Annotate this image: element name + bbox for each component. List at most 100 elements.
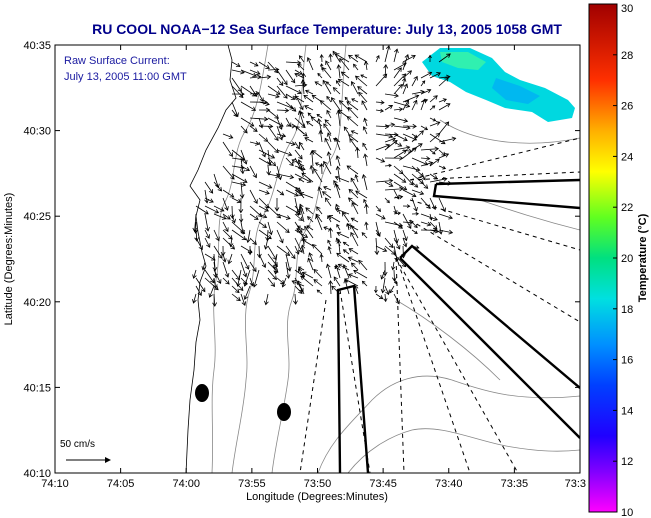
current-vector [411, 229, 418, 234]
current-vector [393, 173, 406, 183]
current-vector-head [255, 91, 261, 96]
current-vector [309, 252, 314, 263]
y-tick-label: 40:30 [23, 126, 51, 138]
current-vector-head [274, 207, 280, 212]
current-vector-head [407, 224, 412, 230]
current-vector [348, 257, 359, 263]
current-vector-head [206, 243, 211, 248]
current-vector-head [298, 70, 303, 75]
current-vector-head [326, 95, 330, 100]
current-vector [411, 245, 419, 249]
current-vector [317, 73, 323, 79]
current-vector [365, 61, 368, 71]
current-vector-head [347, 106, 353, 112]
current-vector [294, 237, 303, 253]
current-vector-head [319, 100, 325, 105]
current-vector-head [448, 214, 453, 220]
current-vector [375, 101, 385, 104]
current-vector-head [240, 91, 245, 97]
current-vector-head [245, 238, 251, 244]
current-vector-head [249, 282, 254, 287]
current-vector-head [238, 208, 244, 214]
current-vector [267, 117, 284, 127]
current-vector [411, 130, 424, 143]
current-vector [429, 72, 441, 79]
current-vector [429, 117, 436, 122]
current-vector-head [291, 141, 296, 146]
current-vector-head [210, 278, 215, 284]
current-vector [276, 69, 288, 85]
current-vector-head [307, 112, 312, 117]
current-vector-head [331, 285, 336, 291]
subtitle-line-2: July 13, 2005 11:00 GMT [64, 71, 187, 83]
current-vector-head [354, 174, 359, 179]
current-vector [364, 118, 368, 127]
current-vector [231, 293, 241, 301]
current-vector-head [315, 214, 320, 220]
current-vector [315, 215, 323, 231]
current-vector-head [337, 263, 343, 268]
current-vector-head [342, 249, 347, 253]
colorbar-tick-label: 10 [621, 507, 633, 518]
current-vector-head [425, 156, 431, 161]
current-vector-head [403, 236, 408, 242]
current-vector [296, 228, 305, 239]
current-vector [240, 277, 248, 285]
current-vector [336, 155, 341, 167]
current-vector [348, 134, 359, 143]
current-vector-head [261, 263, 267, 269]
current-vector [375, 157, 385, 163]
current-vector-head [334, 264, 340, 269]
current-vector-head [277, 175, 283, 181]
current-vector-head [256, 253, 262, 259]
current-vector-head [332, 87, 338, 92]
current-vector [429, 105, 436, 111]
current-vector [384, 105, 393, 111]
current-vector [258, 133, 268, 142]
current-vector-head [364, 203, 369, 209]
current-vector [438, 181, 452, 185]
current-vector-head [382, 247, 388, 252]
current-vector-head [405, 103, 411, 108]
current-vector-head [343, 278, 349, 283]
current-vector-head [390, 122, 396, 128]
current-vector [364, 154, 368, 167]
current-vector-head [350, 224, 355, 230]
current-vector [222, 229, 233, 240]
current-vector-head [376, 232, 381, 237]
current-vector [337, 110, 341, 127]
current-vector [335, 183, 341, 199]
current-vector-head [444, 153, 450, 158]
current-vector [330, 280, 332, 295]
current-vector-head [224, 206, 229, 211]
current-vector-head [328, 280, 333, 285]
x-tick-label: 73:50 [304, 478, 332, 490]
bathymetry-contours [211, 45, 580, 473]
current-vector-head [402, 242, 408, 248]
colorbar-tick-label: 30 [621, 3, 633, 15]
current-vectors [192, 45, 457, 307]
current-vector-head [414, 94, 420, 99]
current-vector [429, 197, 436, 210]
current-vector [420, 125, 428, 130]
current-vector [213, 173, 219, 188]
current-vector [331, 285, 341, 295]
current-vector-head [323, 185, 328, 190]
current-vector [213, 277, 217, 289]
current-vector-head [226, 215, 231, 220]
current-vector-head [350, 231, 355, 237]
current-vector-head [293, 96, 299, 101]
current-vector-head [306, 121, 311, 125]
current-vector-head [343, 278, 349, 284]
current-vector-head [426, 204, 431, 209]
current-vector-head [301, 271, 307, 276]
current-vector-head [362, 142, 367, 147]
current-vector-head [271, 161, 277, 167]
current-vector [204, 213, 209, 231]
current-vector [384, 188, 403, 191]
current-vector-head [336, 109, 341, 115]
current-vector [346, 165, 359, 175]
current-vector [384, 93, 399, 97]
current-vector-head [331, 97, 336, 102]
current-vector-head [380, 100, 385, 105]
